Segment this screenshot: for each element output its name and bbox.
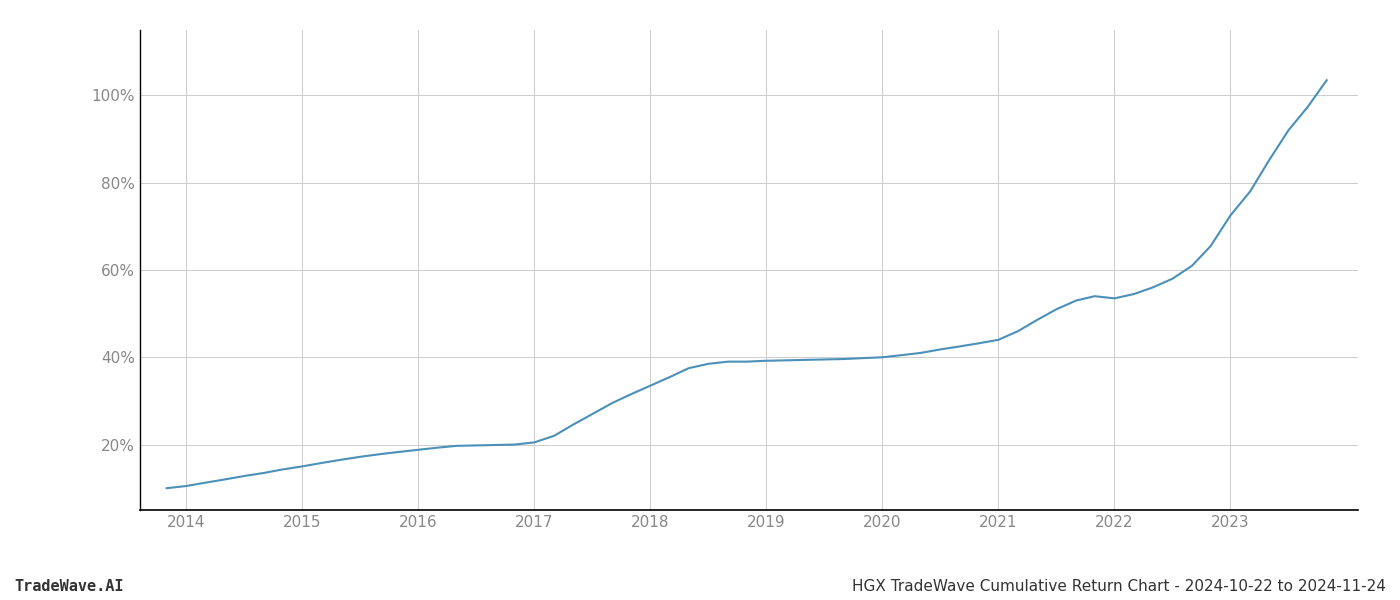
- Text: TradeWave.AI: TradeWave.AI: [14, 579, 123, 594]
- Text: HGX TradeWave Cumulative Return Chart - 2024-10-22 to 2024-11-24: HGX TradeWave Cumulative Return Chart - …: [853, 579, 1386, 594]
